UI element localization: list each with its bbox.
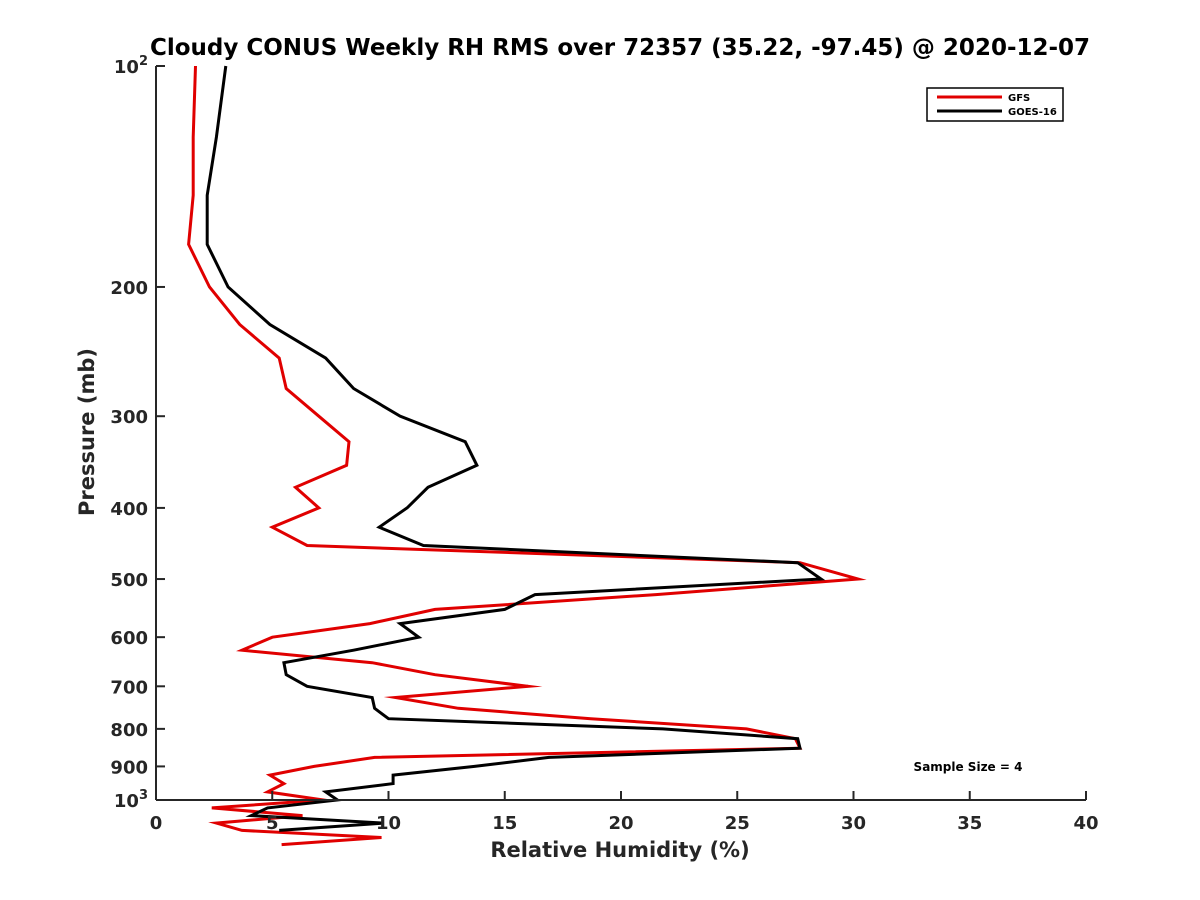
x-tick-label: 20 [608, 813, 633, 834]
y-tick-label: 900 [110, 757, 148, 778]
x-tick-label: 40 [1073, 813, 1098, 834]
y-tick-label: 103 [114, 788, 148, 812]
x-tick-label: 5 [266, 813, 279, 834]
series-line-goes-16 [205, 65, 826, 832]
chart-title: Cloudy CONUS Weekly RH RMS over 72357 (3… [150, 35, 1090, 61]
y-tick-label: 500 [110, 570, 148, 591]
y-axis-label: Pressure (mb) [75, 348, 99, 516]
legend: GFS GOES-16 [926, 87, 1064, 122]
x-tick-label: 0 [150, 813, 163, 834]
legend-label: GFS [1008, 93, 1030, 104]
y-tick-label: 700 [110, 677, 148, 698]
legend-box [926, 87, 1064, 122]
x-tick-label: 15 [492, 813, 517, 834]
sample-size-annotation: Sample Size = 4 [914, 760, 1023, 774]
y-tick-label: 300 [110, 407, 148, 428]
x-tick-label: 30 [841, 813, 866, 834]
x-tick-label: 10 [376, 813, 401, 834]
x-tick-label: 35 [957, 813, 982, 834]
y-tick-label: 102 [114, 54, 148, 78]
plot-area: 0 5 10 15 20 25 30 35 40 102 200 300 400 500 600 700 800… [110, 54, 1099, 847]
legend-label: GOES-16 [1008, 107, 1057, 118]
x-axis-label: Relative Humidity (%) [490, 838, 749, 862]
y-tick-label: 200 [110, 278, 148, 299]
x-tick-label: 25 [725, 813, 750, 834]
y-tick-label: 800 [110, 720, 148, 741]
series-line-gfs [187, 65, 867, 847]
y-tick-label: 600 [110, 628, 148, 649]
y-tick-label: 400 [110, 499, 148, 520]
